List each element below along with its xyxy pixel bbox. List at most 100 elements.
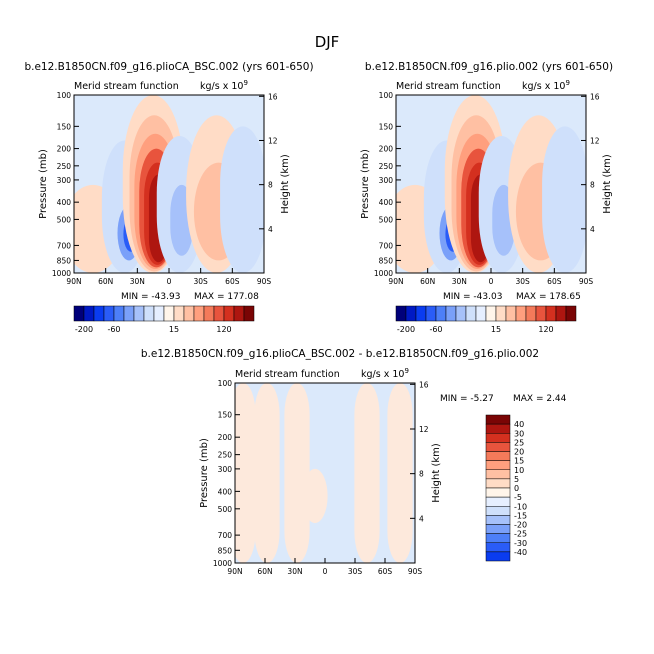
colorbar-swatch bbox=[153, 305, 165, 322]
panel-1-title: b.e12.B1850CN.f09_g16.plioCA_BSC.002 (yr… bbox=[24, 61, 313, 73]
x-tick-label: 60S bbox=[225, 277, 240, 286]
x-tick-label: 90S bbox=[579, 277, 594, 286]
colorbar-swatch bbox=[243, 305, 255, 322]
y2-tick-label: 16 bbox=[268, 92, 278, 101]
y-tick-label: 250 bbox=[379, 162, 394, 171]
y-tick-label: 200 bbox=[379, 145, 394, 154]
colorbar-swatch bbox=[405, 305, 417, 322]
colorbar-swatch bbox=[475, 305, 487, 322]
colorbar-swatch bbox=[565, 305, 577, 322]
panel-3-subtitle: Merid stream function bbox=[235, 369, 340, 380]
y-tick-label: 850 bbox=[379, 256, 394, 265]
colorbar-swatch bbox=[515, 305, 527, 322]
colorbar-swatch bbox=[213, 305, 225, 322]
figure-title: DJF bbox=[315, 33, 340, 51]
colorbar-label: 5 bbox=[514, 475, 519, 484]
x-tick-label: 30N bbox=[452, 277, 467, 286]
colorbar-swatch bbox=[435, 305, 447, 322]
colorbar-swatch bbox=[485, 524, 511, 534]
colorbar-swatch bbox=[113, 305, 125, 322]
panel-2-subtitle: Merid stream function bbox=[396, 81, 501, 92]
colorbar-swatch bbox=[395, 305, 407, 322]
colorbar-label: 25 bbox=[514, 438, 524, 447]
panel-2-title: b.e12.B1850CN.f09_g16.plio.002 (yrs 601-… bbox=[365, 61, 613, 73]
colorbar-swatch bbox=[485, 451, 511, 461]
y2-tick-label: 4 bbox=[590, 225, 595, 234]
colorbar-swatch bbox=[525, 305, 537, 322]
contour-cell bbox=[284, 383, 310, 563]
colorbar-label: 120 bbox=[216, 325, 231, 334]
colorbar-swatch bbox=[485, 414, 511, 425]
y-tick-label: 500 bbox=[218, 505, 233, 514]
y2-axis-label: Height (km) bbox=[431, 443, 442, 503]
panel-3-plot: 100 150 200 250 300 400 500 700 850 1000 16 12 8 4 90N… bbox=[199, 379, 442, 576]
x-tick-label: 60N bbox=[420, 277, 435, 286]
colorbar-label: 120 bbox=[538, 325, 553, 334]
colorbar-swatch bbox=[505, 305, 517, 322]
colorbar-label: -40 bbox=[514, 548, 527, 557]
colorbar-swatch bbox=[193, 305, 205, 322]
colorbar-swatch bbox=[425, 305, 437, 322]
colorbar-swatch bbox=[545, 305, 557, 322]
y-tick-label: 150 bbox=[379, 122, 394, 131]
colorbar-swatch bbox=[203, 305, 215, 322]
x-tick-label: 0 bbox=[167, 277, 172, 286]
colorbar-swatch bbox=[123, 305, 135, 322]
y-axis-label: Pressure (mb) bbox=[38, 149, 49, 219]
colorbar-swatch bbox=[485, 506, 511, 516]
panel-3-title: b.e12.B1850CN.f09_g16.plioCA_BSC.002 - b… bbox=[141, 348, 539, 360]
colorbar-swatch bbox=[485, 469, 511, 480]
y-tick-label: 700 bbox=[57, 241, 72, 250]
y2-tick-label: 4 bbox=[268, 225, 273, 234]
colorbar-swatch bbox=[485, 423, 511, 434]
contour-cell bbox=[387, 383, 413, 563]
colorbar-label: -25 bbox=[514, 530, 527, 539]
y-tick-label: 100 bbox=[57, 91, 72, 100]
x-tick-label: 90N bbox=[66, 277, 81, 286]
y-tick-label: 400 bbox=[218, 487, 233, 496]
contour-cell bbox=[254, 383, 280, 563]
colorbar-swatch bbox=[163, 305, 175, 322]
colorbar-label: 10 bbox=[514, 466, 524, 475]
colorbar-swatch bbox=[535, 305, 547, 322]
colorbar-swatch bbox=[485, 533, 511, 543]
x-tick-label: 90S bbox=[257, 277, 272, 286]
panel-3-units: kg/s x 109 bbox=[361, 367, 409, 380]
colorbar-swatch bbox=[223, 305, 235, 322]
colorbar-swatch bbox=[485, 442, 511, 452]
colorbar-swatch bbox=[485, 460, 511, 470]
x-tick-label: 30S bbox=[194, 277, 209, 286]
x-tick-label: 0 bbox=[489, 277, 494, 286]
colorbar-left: -200 -60 15 120 bbox=[73, 305, 255, 334]
x-tick-label: 30N bbox=[130, 277, 145, 286]
panel-1-max: MAX = 177.08 bbox=[194, 292, 259, 302]
y-tick-label: 850 bbox=[57, 256, 72, 265]
y-tick-label: 200 bbox=[57, 145, 72, 154]
y2-axis-label: Height (km) bbox=[280, 154, 291, 214]
colorbar-label: -30 bbox=[514, 539, 527, 548]
x-tick-label: 90N bbox=[388, 277, 403, 286]
y-tick-label: 400 bbox=[57, 198, 72, 207]
y-tick-label: 200 bbox=[218, 433, 233, 442]
panel-1-units: kg/s x 109 bbox=[200, 79, 248, 92]
y-tick-label: 500 bbox=[379, 215, 394, 224]
contour-cell bbox=[302, 468, 328, 524]
colorbar-label: -200 bbox=[75, 325, 93, 334]
y2-axis-label: Height (km) bbox=[602, 154, 613, 214]
panel-1-plot: 100 150 200 250 300 400 500 700 850 1000 16 12 8 4 90N… bbox=[38, 91, 291, 286]
panel-3-max: MAX = 2.44 bbox=[513, 394, 567, 404]
y2-tick-label: 12 bbox=[419, 425, 429, 434]
colorbar-label: 20 bbox=[514, 448, 524, 457]
colorbar-swatch bbox=[485, 433, 511, 443]
y2-tick-label: 16 bbox=[419, 380, 429, 389]
y2-tick-label: 8 bbox=[590, 181, 595, 190]
contour-cell bbox=[220, 126, 264, 273]
colorbar-label: -60 bbox=[429, 325, 442, 334]
y-tick-label: 150 bbox=[57, 122, 72, 131]
y-tick-label: 100 bbox=[218, 379, 233, 388]
colorbar-swatch bbox=[173, 305, 185, 322]
colorbar-swatch bbox=[83, 305, 95, 322]
colorbar-right: -200 -60 15 120 bbox=[395, 305, 577, 334]
